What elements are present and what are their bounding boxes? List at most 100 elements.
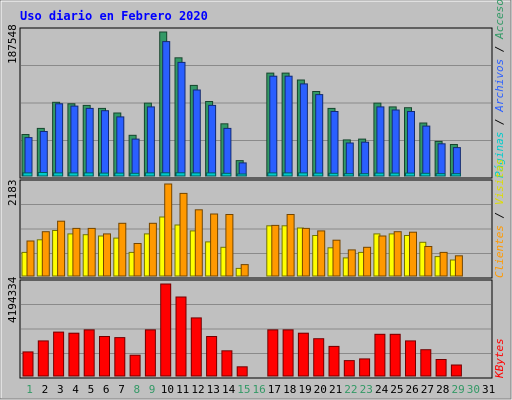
visits-bar-clientes-day-14 <box>225 214 234 277</box>
svg-text:KBytes: KBytes <box>493 338 506 379</box>
visits-bar-clientes-day-2 <box>41 231 50 277</box>
accesses-bar-archivos-day-10 <box>162 41 171 177</box>
kbytes-bar-kbytes-day-26 <box>405 340 416 377</box>
legend-sep-3 <box>493 52 506 59</box>
accesses-bar-archivos-day-25 <box>391 109 400 177</box>
x-tick-label-day-3: 3 <box>57 383 64 396</box>
visits-bar-clientes-day-12 <box>194 209 203 277</box>
kbytes-bar-kbytes-day-21 <box>328 345 340 377</box>
x-tick-label-day-8: 8 <box>133 383 140 396</box>
x-tick-label-day-16: 16 <box>252 383 265 396</box>
accesses-bar-paginas-day-19 <box>297 172 308 177</box>
accesses-bar-paginas-day-18 <box>282 172 293 177</box>
accesses-bar-paginas-day-13 <box>206 172 217 177</box>
kbytes-bar-kbytes-day-25 <box>389 333 401 377</box>
x-tick-label-day-7: 7 <box>118 383 125 396</box>
accesses-bar-archivos-day-18 <box>284 75 293 177</box>
x-tick-label-day-14: 14 <box>222 383 236 396</box>
x-tick-label-day-30: 30 <box>467 383 480 396</box>
legend-sep-slash-1: / <box>493 118 506 125</box>
legend-middle: Clientes / Visitas <box>493 159 506 278</box>
kbytes-bar-kbytes-day-11 <box>175 296 187 377</box>
x-tick-label-day-4: 4 <box>72 383 79 396</box>
visits-bar-clientes-day-27 <box>424 246 433 277</box>
accesses-bar-archivos-day-24 <box>376 106 385 177</box>
accesses-bar-archivos-day-1 <box>24 137 33 177</box>
accesses-bar-paginas-day-25 <box>389 172 400 177</box>
x-tick-label-day-6: 6 <box>103 383 110 396</box>
visits-bar-clientes-day-21 <box>332 239 341 277</box>
accesses-bar-archivos-day-21 <box>330 111 339 177</box>
visits-bar-clientes-day-11 <box>179 192 188 277</box>
legend-archivos: Archivos <box>493 59 506 113</box>
visits-bar-clientes-day-10 <box>164 183 173 277</box>
x-tick-label-day-9: 9 <box>149 383 156 396</box>
x-tick-label-day-11: 11 <box>176 383 189 396</box>
x-tick-label-day-12: 12 <box>191 383 204 396</box>
accesses-bar-paginas-day-6 <box>99 172 109 177</box>
accesses-bar-archivos-day-7 <box>116 116 125 177</box>
accesses-bar-paginas-day-29 <box>450 173 461 177</box>
visits-bar-clientes-day-17 <box>271 224 280 277</box>
x-tick-label-day-10: 10 <box>161 383 174 396</box>
x-tick-label-day-27: 27 <box>421 383 434 396</box>
visits-bars <box>21 183 491 277</box>
legend-accesos: Accesos <box>493 0 506 40</box>
visits-bar-clientes-day-5 <box>87 227 96 277</box>
x-axis-day-labels: 1 2 3 4 5 6 7 8 9 10 11 12 13 14 15 16 17 18 19 20 21 22 23 24 2… <box>26 383 495 396</box>
kbytes-bar-kbytes-day-5 <box>83 329 95 377</box>
legend-kbytes: KBytes <box>493 338 506 379</box>
accesses-panel: 187548 <box>6 24 493 179</box>
accesses-bar-archivos-day-27 <box>422 125 431 177</box>
x-tick-label-day-29: 29 <box>451 383 464 396</box>
accesses-bar-archivos-day-19 <box>299 83 308 177</box>
kbytes-bar-kbytes-day-29 <box>450 364 462 377</box>
accesses-bar-archivos-day-4 <box>70 105 79 177</box>
accesses-bar-archivos-day-22 <box>345 142 354 177</box>
visits-bar-clientes-day-9 <box>148 222 157 277</box>
visits-bar-clientes-day-20 <box>317 230 326 277</box>
accesses-bar-archivos-day-6 <box>101 110 109 177</box>
accesses-bar-paginas-day-5 <box>83 172 94 177</box>
visits-bar-clientes-day-8 <box>133 243 142 277</box>
kbytes-bar-kbytes-day-1 <box>22 351 34 377</box>
accesses-bar-archivos-day-2 <box>39 131 48 177</box>
kbytes-bar-kbytes-day-10 <box>160 283 172 377</box>
visits-bar-clientes-day-1 <box>26 240 35 277</box>
kbytes-bars <box>21 283 491 377</box>
x-tick-label-day-13: 13 <box>207 383 220 396</box>
x-tick-label-day-31: 31 <box>482 383 495 396</box>
x-tick-label-day-22: 22 <box>344 383 357 396</box>
visits-bar-clientes-day-19 <box>301 227 310 277</box>
visits-bar-clientes-day-25 <box>393 231 402 277</box>
visits-ymax-label: 2183 <box>6 180 19 207</box>
accesses-bar-archivos-day-17 <box>269 75 278 177</box>
kbytes-bar-kbytes-day-24 <box>374 333 386 377</box>
x-tick-label-day-26: 26 <box>405 383 418 396</box>
x-tick-label-day-25: 25 <box>390 383 403 396</box>
visits-bar-clientes-day-7 <box>118 222 127 277</box>
accesses-bar-archivos-day-11 <box>177 61 186 177</box>
accesses-bar-paginas-day-2 <box>37 172 48 177</box>
accesses-bar-paginas-day-26 <box>405 172 415 177</box>
accesses-bar-paginas-day-24 <box>374 172 385 177</box>
kbytes-bar-kbytes-day-4 <box>68 332 80 377</box>
accesses-bar-paginas-day-1 <box>22 172 33 177</box>
accesses-bar-paginas-day-14 <box>221 172 232 177</box>
accesses-bar-paginas-day-3 <box>53 172 64 177</box>
accesses-bar-archivos-day-8 <box>131 138 140 177</box>
visits-bar-clientes-day-23 <box>363 246 372 277</box>
legend-sep-5 <box>493 218 506 225</box>
visits-bar-clientes-day-18 <box>286 214 295 277</box>
accesses-bar-paginas-day-11 <box>175 172 186 177</box>
accesses-bar-archivos-day-13 <box>208 104 217 177</box>
x-tick-label-day-23: 23 <box>360 383 373 396</box>
accesses-bar-archivos-day-9 <box>146 106 155 177</box>
kbytes-bar-kbytes-day-8 <box>129 354 141 377</box>
accesses-bar-paginas-day-23 <box>359 173 370 177</box>
kbytes-bar-kbytes-day-28 <box>435 359 447 377</box>
legend-visitas: Visitas <box>493 159 506 205</box>
legend-sep-2 <box>493 112 506 119</box>
kbytes-bar-kbytes-day-20 <box>313 338 325 377</box>
